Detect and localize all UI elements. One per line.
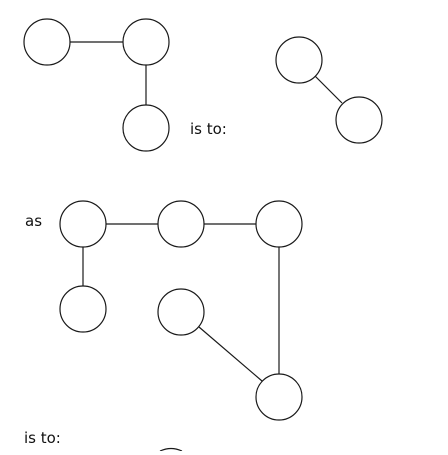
node-f3-b bbox=[157, 200, 205, 248]
figure-2-graph bbox=[275, 36, 383, 144]
edge-f3-e-f bbox=[198, 326, 263, 382]
edge-f2-a-b bbox=[314, 75, 343, 104]
figure-3-graph bbox=[59, 200, 303, 421]
node-f3-d bbox=[59, 285, 107, 333]
node-f1-a bbox=[23, 18, 71, 66]
node-f3-f bbox=[255, 373, 303, 421]
node-f1-b bbox=[122, 18, 170, 66]
node-f3-e bbox=[157, 288, 205, 336]
is-to-label-1: is to: bbox=[190, 120, 227, 138]
node-f2-b bbox=[335, 96, 383, 144]
figure-1-graph bbox=[23, 18, 170, 152]
node-f2-a bbox=[275, 36, 323, 84]
is-to-label-2: is to: bbox=[24, 429, 61, 447]
node-f1-c bbox=[122, 104, 170, 152]
as-label: as bbox=[25, 212, 43, 230]
node-f3-a bbox=[59, 200, 107, 248]
node-f3-c bbox=[255, 200, 303, 248]
figure-4-graph-partial bbox=[159, 447, 183, 452]
node-f4-partial-arc bbox=[159, 447, 183, 452]
